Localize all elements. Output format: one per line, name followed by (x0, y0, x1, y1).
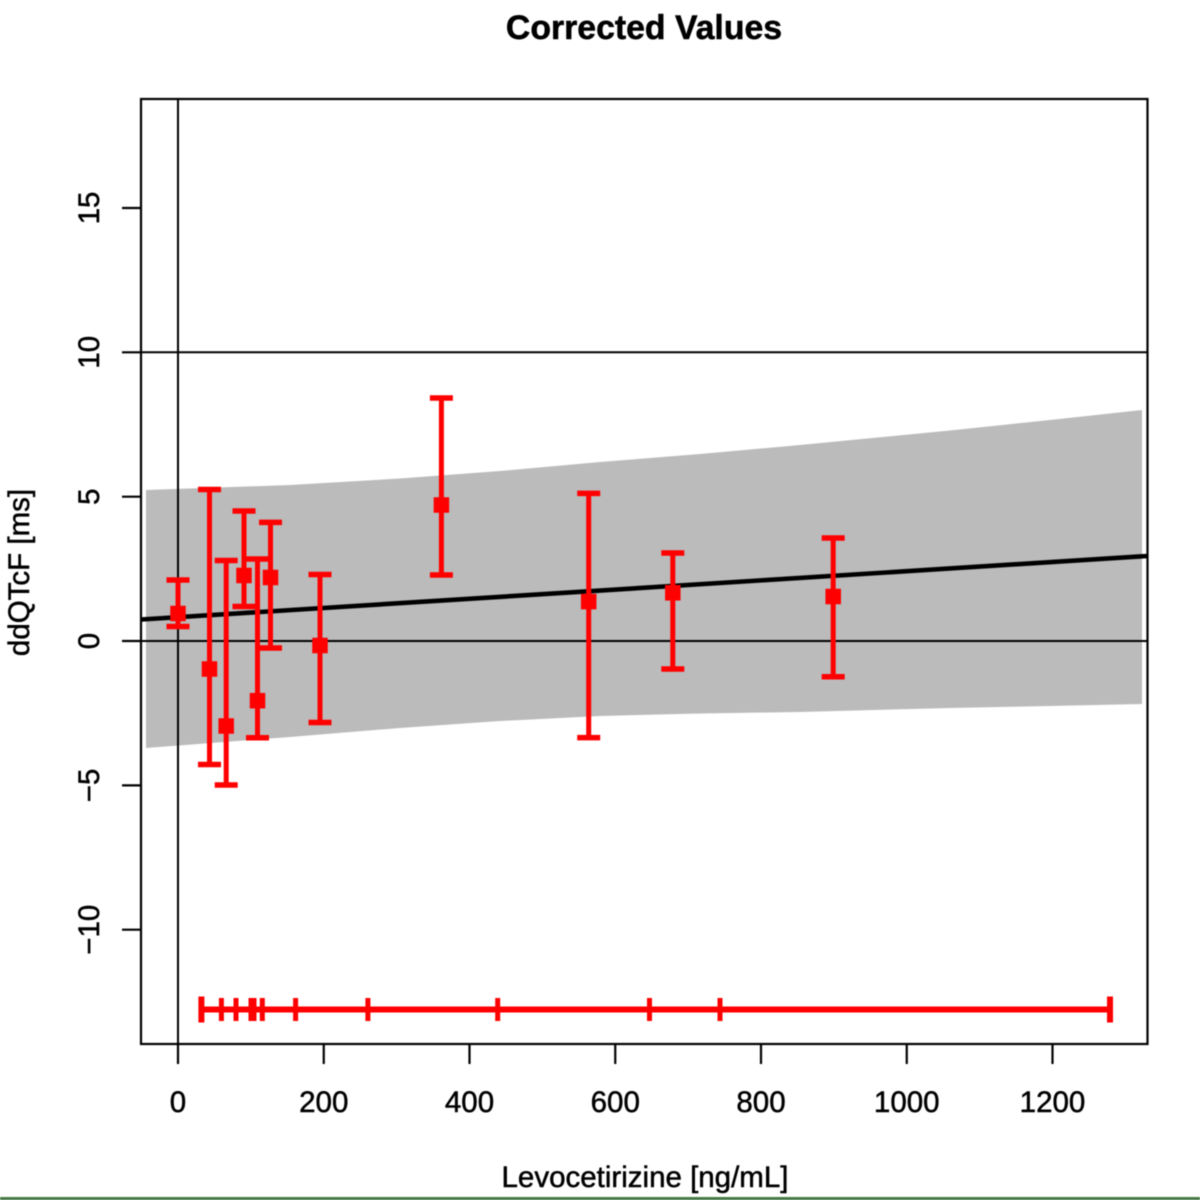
svg-text:200: 200 (299, 1086, 348, 1119)
svg-text:Corrected Values: Corrected Values (506, 9, 782, 47)
svg-text:400: 400 (445, 1086, 494, 1119)
svg-text:−5: −5 (73, 769, 106, 803)
svg-text:0: 0 (170, 1086, 186, 1119)
svg-text:600: 600 (591, 1086, 640, 1119)
svg-text:15: 15 (73, 192, 106, 225)
svg-text:1200: 1200 (1020, 1086, 1086, 1119)
svg-text:Levocetirizine [ng/mL]: Levocetirizine [ng/mL] (502, 1161, 789, 1194)
svg-text:1000: 1000 (874, 1086, 940, 1119)
svg-text:ddQTcF [ms]: ddQTcF [ms] (3, 489, 36, 656)
svg-text:−10: −10 (73, 905, 106, 955)
svg-text:800: 800 (736, 1086, 785, 1119)
svg-text:10: 10 (73, 336, 106, 369)
svg-text:0: 0 (73, 633, 106, 649)
svg-text:5: 5 (73, 488, 106, 504)
